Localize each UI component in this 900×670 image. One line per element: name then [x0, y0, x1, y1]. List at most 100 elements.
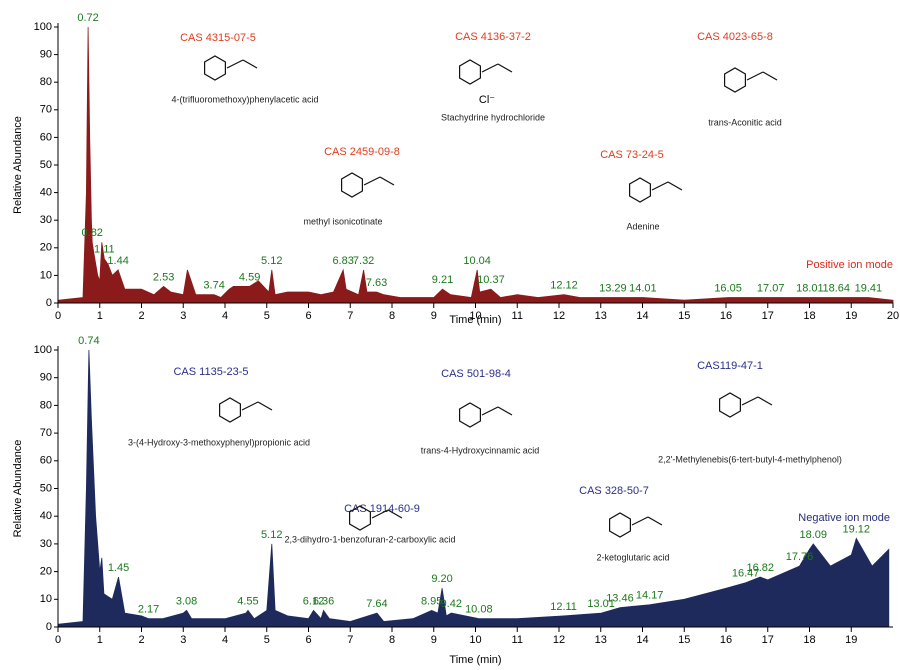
y-axis-label: Relative Abundance [12, 440, 24, 538]
y-tick-label: 90 [40, 372, 52, 384]
x-tick-label: 18 [803, 634, 815, 646]
structure-ring [608, 512, 632, 538]
peak-label: 14.17 [636, 590, 664, 602]
x-tick-label: 7 [347, 634, 353, 646]
compound-name: 4-(trifluoromethoxy)phenylacetic acid [171, 94, 318, 104]
peak-label: 4.59 [239, 271, 260, 283]
y-tick-label: 10 [40, 593, 52, 605]
x-tick-label: 12 [553, 634, 565, 646]
structure-bond [757, 396, 773, 406]
peak-label: 5.12 [261, 529, 282, 541]
peak-label: 2.53 [153, 271, 174, 283]
x-tick-label: 8 [389, 310, 395, 322]
x-tick-label: 2 [138, 634, 144, 646]
cas-number: CAS 73-24-5 [600, 149, 664, 161]
structure-bond [226, 59, 244, 69]
peak-label: 0.74 [78, 335, 99, 347]
structure-ring [718, 392, 742, 418]
x-tick-label: 13 [595, 310, 607, 322]
peak-label: 8.95 [421, 595, 442, 607]
structure-bond [667, 181, 683, 191]
x-tick-label: 4 [222, 310, 228, 322]
x-tick-label: 5 [264, 634, 270, 646]
y-tick-label: 10 [40, 269, 52, 281]
y-tick-label: 100 [34, 344, 52, 356]
x-tick-label: 0 [55, 634, 61, 646]
peak-label: 17.07 [757, 282, 785, 294]
structure-ring [628, 177, 652, 203]
x-tick-label: 19 [845, 310, 857, 322]
cas-number: CAS 4023-65-8 [697, 31, 773, 43]
y-axis-label: Relative Abundance [12, 116, 24, 214]
peak-label: 3.08 [176, 595, 197, 607]
peak-label: 16.47 [732, 568, 760, 580]
cas-number: CAS 4136-37-2 [455, 31, 531, 43]
x-tick-label: 17 [762, 634, 774, 646]
peak-label: 17.76 [786, 551, 814, 563]
structure-ring [459, 402, 481, 428]
peak-label: 13.46 [606, 593, 634, 605]
cas-number: CAS 501-98-4 [441, 368, 511, 380]
structure-bond [762, 71, 778, 81]
peak-label: 7.63 [366, 277, 387, 289]
peak-label: 9.42 [441, 598, 462, 610]
y-tick-label: 70 [40, 427, 52, 439]
peak-label: 0.82 [82, 227, 103, 239]
y-tick-label: 80 [40, 76, 52, 88]
mode-label: Negative ion mode [798, 512, 890, 524]
counterion: Cl⁻ [479, 94, 495, 106]
peak-label: 7.32 [353, 255, 374, 267]
compound-name: 2-ketoglutaric acid [596, 552, 669, 562]
x-tick-label: 11 [512, 634, 523, 646]
x-tick-label: 15 [678, 634, 690, 646]
y-tick-label: 60 [40, 131, 52, 143]
structure-ring [219, 397, 241, 423]
structure-ring [204, 55, 226, 81]
y-tick-label: 40 [40, 187, 52, 199]
x-tick-label: 10 [469, 310, 481, 322]
peak-label: 18.09 [799, 529, 827, 541]
y-tick-label: 0 [46, 297, 52, 309]
x-tick-label: 3 [180, 634, 186, 646]
x-tick-label: 2 [138, 310, 144, 322]
y-tick-label: 50 [40, 482, 52, 494]
peak-label: 4.55 [237, 595, 258, 607]
structure-bond [647, 516, 663, 526]
y-tick-label: 0 [46, 621, 52, 633]
peak-label: 1.44 [107, 255, 128, 267]
peak-label: 9.21 [432, 274, 453, 286]
compound-name: 3-(4-Hydroxy-3-methoxyphenyl)propionic a… [128, 437, 310, 447]
structure-ring [341, 172, 363, 198]
peak-label: 3.74 [203, 280, 224, 292]
x-tick-label: 3 [180, 310, 186, 322]
x-tick-label: 12 [553, 310, 565, 322]
structure-ring [349, 505, 371, 531]
y-tick-label: 80 [40, 399, 52, 411]
x-tick-label: 0 [55, 310, 61, 322]
peak-label: 12.12 [550, 280, 578, 292]
x-tick-label: 9 [431, 310, 437, 322]
structure-bond [746, 71, 764, 81]
structure-bond [481, 406, 499, 416]
x-tick-label: 6 [305, 634, 311, 646]
peak-label: 1.11 [94, 244, 115, 256]
peak-label: 6.83 [332, 255, 353, 267]
compound-name: 2,3-dihydro-1-benzofuran-2-carboxylic ac… [284, 534, 455, 544]
peak-label: 18.64 [822, 282, 850, 294]
x-axis-label: Time (min) [449, 314, 501, 326]
y-tick-label: 20 [40, 242, 52, 254]
structure-ring [723, 67, 747, 93]
peak-label: 16.82 [746, 562, 774, 574]
x-tick-label: 9 [431, 634, 437, 646]
x-tick-label: 5 [264, 310, 270, 322]
x-tick-label: 10 [469, 634, 481, 646]
y-tick-label: 70 [40, 104, 52, 116]
x-tick-label: 16 [720, 634, 732, 646]
x-tick-label: 14 [636, 310, 648, 322]
structure-bond [371, 509, 389, 519]
structure-bond [497, 406, 513, 416]
y-tick-label: 100 [34, 21, 52, 33]
x-tick-label: 11 [512, 310, 523, 322]
y-tick-label: 20 [40, 566, 52, 578]
